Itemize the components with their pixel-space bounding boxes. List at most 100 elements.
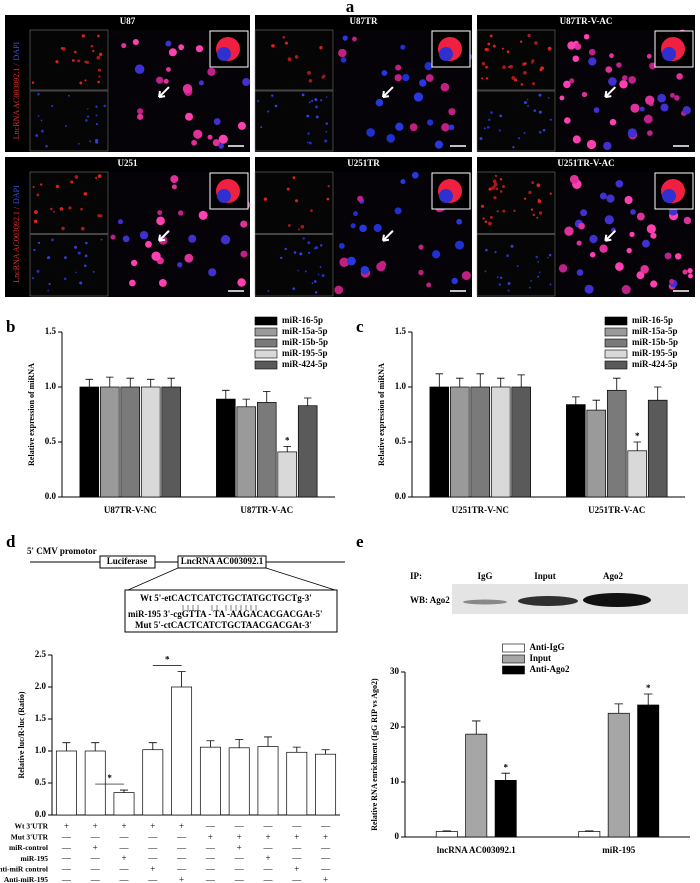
cell (103, 104, 107, 108)
cell (537, 199, 542, 204)
cell (660, 103, 669, 112)
cell (165, 67, 171, 72)
cell (507, 289, 510, 292)
cell (569, 174, 579, 184)
cell (95, 105, 98, 108)
cell (580, 209, 588, 217)
cell (242, 78, 251, 87)
cell (271, 94, 274, 97)
cell (218, 143, 224, 149)
cell (77, 251, 81, 255)
cell (535, 255, 538, 259)
condition-sign: — (291, 853, 302, 863)
cell (375, 98, 384, 107)
cell (156, 216, 165, 226)
cell (99, 52, 103, 57)
cell (448, 124, 455, 131)
bar (435, 831, 458, 838)
cell (588, 48, 596, 56)
channel-blue (254, 234, 334, 297)
cell (287, 224, 291, 227)
cell (282, 35, 286, 39)
bar (256, 402, 277, 498)
legend-label: miR-16-5p (282, 315, 323, 325)
condition-sign: — (147, 853, 158, 863)
bar (627, 450, 647, 498)
cell (506, 50, 510, 54)
legend-swatch (254, 338, 278, 348)
y-tick-label: 1.5 (35, 713, 47, 723)
error-bar (235, 739, 244, 748)
cell (240, 220, 248, 228)
cell (287, 57, 292, 62)
counterstain: DAPI (12, 185, 21, 204)
cell (608, 77, 617, 86)
cell (302, 237, 305, 240)
cell (584, 284, 594, 294)
condition-sign: + (179, 875, 184, 883)
cell (325, 130, 328, 133)
x-tick-label: U87TR-V-NC (104, 505, 157, 515)
cell (536, 216, 539, 219)
cell (311, 282, 314, 284)
cell (484, 220, 488, 224)
cell (479, 137, 483, 141)
cell (171, 184, 177, 190)
legend-swatch (502, 654, 525, 664)
y-tick-label: 0.0 (35, 809, 47, 819)
cell (492, 44, 496, 48)
legend-label: Anti-Ago2 (530, 664, 570, 674)
cell (271, 44, 275, 48)
cell (320, 244, 323, 247)
legend-swatch (254, 327, 278, 337)
arrow (158, 230, 170, 242)
condition-sign: — (147, 832, 158, 842)
bar (216, 398, 236, 498)
inset-blue (439, 189, 453, 203)
cell (499, 190, 503, 193)
cell (325, 96, 328, 98)
channel-red (29, 171, 109, 234)
band (463, 599, 507, 605)
cell (83, 192, 88, 196)
cell (293, 251, 297, 254)
cell (94, 176, 98, 180)
cell (589, 251, 596, 258)
y-tick-label: 1.5 (395, 326, 407, 336)
cell (310, 209, 313, 212)
cell (74, 245, 77, 249)
condition-label: Anti-miR control (0, 865, 48, 874)
cell (308, 101, 311, 104)
cell (426, 282, 432, 288)
cell (616, 62, 622, 68)
zoom-lines (127, 567, 336, 591)
cell (307, 132, 310, 135)
cell (306, 114, 310, 118)
cell (629, 231, 635, 238)
significance: * (635, 431, 640, 441)
bar (578, 831, 601, 838)
cell (170, 175, 179, 184)
channel-red (254, 171, 334, 234)
error-bar (496, 377, 505, 387)
bar (79, 386, 100, 498)
cell (619, 79, 628, 89)
cell (499, 114, 503, 118)
condition-sign: — (90, 864, 101, 874)
cell (240, 250, 248, 258)
condition-sign: — (205, 853, 216, 863)
cell (185, 112, 194, 121)
cell (682, 269, 688, 275)
cell (424, 61, 433, 71)
cell (311, 99, 314, 102)
cell (431, 250, 441, 259)
wb-label: WB: Ago2 (410, 595, 450, 605)
channel-blue (254, 90, 334, 152)
cell (51, 238, 54, 242)
cell (606, 194, 615, 203)
condition-sign: — (263, 842, 274, 852)
cell (502, 209, 506, 213)
cell (485, 77, 489, 80)
condition-sign: — (291, 875, 302, 883)
cell (55, 60, 59, 64)
